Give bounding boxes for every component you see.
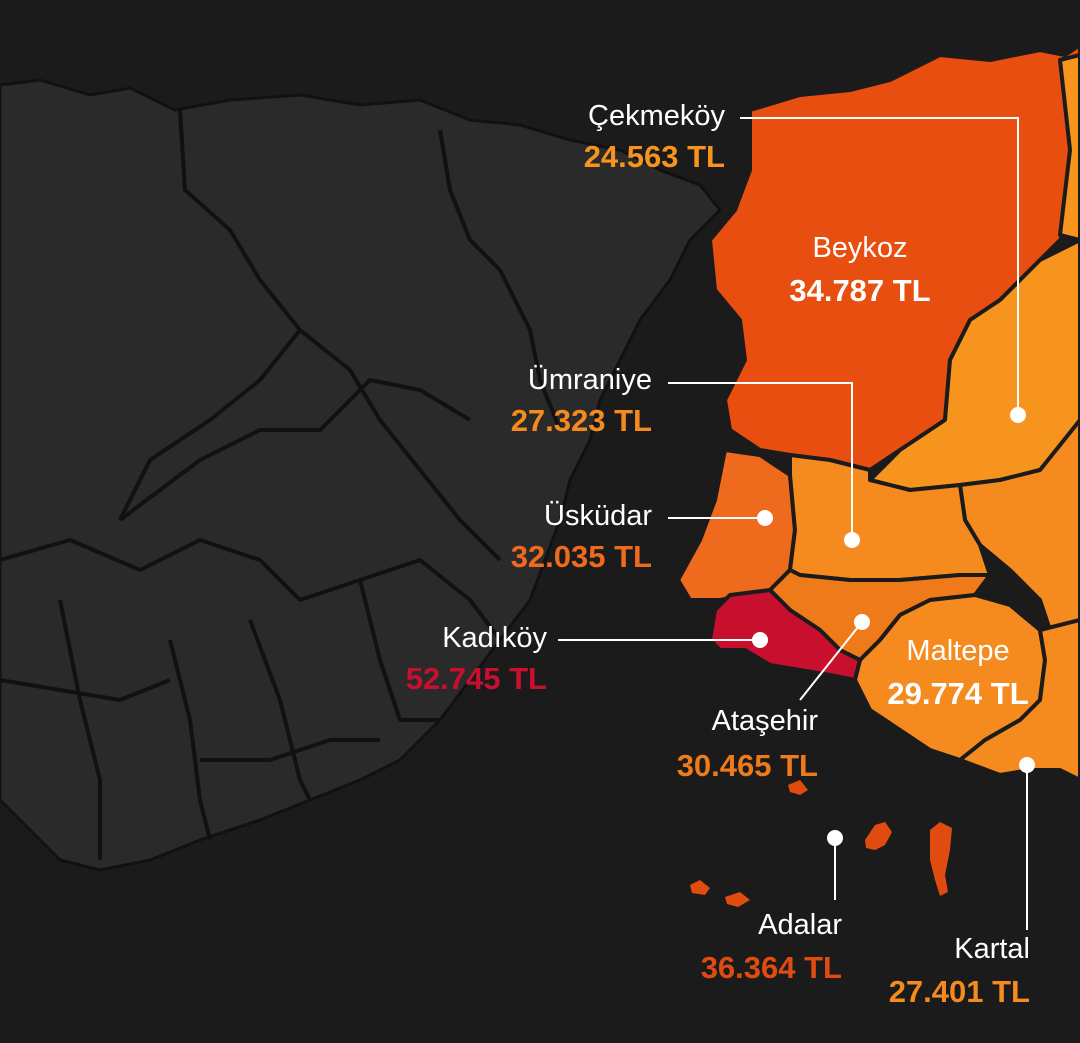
label-kadikoy: Kadıköy 52.745 TL	[405, 622, 547, 696]
district-name: Ümraniye	[527, 364, 652, 396]
marker-dot-adalar	[827, 830, 843, 846]
marker-dot-cekmekoy	[1010, 407, 1026, 423]
marker-dot-kartal	[1019, 757, 1035, 773]
marker-dots	[752, 407, 1035, 846]
region-east-strip	[1058, 53, 1080, 242]
district-price: 24.563 TL	[583, 139, 725, 174]
label-atasehir: Ataşehir 30.465 TL	[676, 705, 818, 783]
district-price: 32.035 TL	[510, 539, 652, 574]
district-price: 30.465 TL	[676, 748, 818, 783]
marker-dot-umraniye	[844, 532, 860, 548]
label-maltepe: Maltepe 29.774 TL	[868, 635, 1048, 711]
europe-landmass	[0, 78, 723, 872]
district-price: 34.787 TL	[789, 273, 931, 308]
district-name: Çekmeköy	[588, 100, 725, 132]
label-kartal: Kartal 27.401 TL	[888, 933, 1030, 1009]
district-name: Beykoz	[812, 232, 908, 264]
region-adalar	[690, 780, 952, 907]
label-uskudar: Üsküdar 32.035 TL	[510, 500, 652, 574]
label-adalar: Adalar 36.364 TL	[700, 909, 842, 985]
district-name: Adalar	[758, 909, 842, 941]
marker-dot-kadikoy	[752, 632, 768, 648]
district-price: 27.401 TL	[888, 974, 1030, 1009]
district-name: Üsküdar	[544, 500, 652, 532]
district-name: Kartal	[954, 933, 1030, 965]
district-name: Ataşehir	[711, 705, 818, 737]
district-name: Kadıköy	[442, 622, 547, 654]
region-uskudar	[676, 448, 797, 602]
district-price: 27.323 TL	[510, 403, 652, 438]
leader-line-umraniye	[668, 382, 853, 540]
marker-dot-uskudar	[757, 510, 773, 526]
label-umraniye: Ümraniye 27.323 TL	[510, 364, 652, 438]
district-name: Maltepe	[906, 635, 1010, 667]
district-price: 29.774 TL	[887, 676, 1029, 711]
europe-district-borders	[0, 109, 562, 860]
label-beykoz: Beykoz 34.787 TL	[770, 232, 950, 308]
marker-dot-atasehir	[854, 614, 870, 630]
label-cekmekoy: Çekmeköy 24.563 TL	[583, 100, 725, 174]
leader-lines	[558, 117, 1028, 930]
leader-line-atasehir	[799, 621, 863, 701]
district-price: 52.745 TL	[405, 661, 547, 696]
district-price: 36.364 TL	[700, 950, 842, 985]
leader-line-cekmekoy	[740, 117, 1019, 415]
